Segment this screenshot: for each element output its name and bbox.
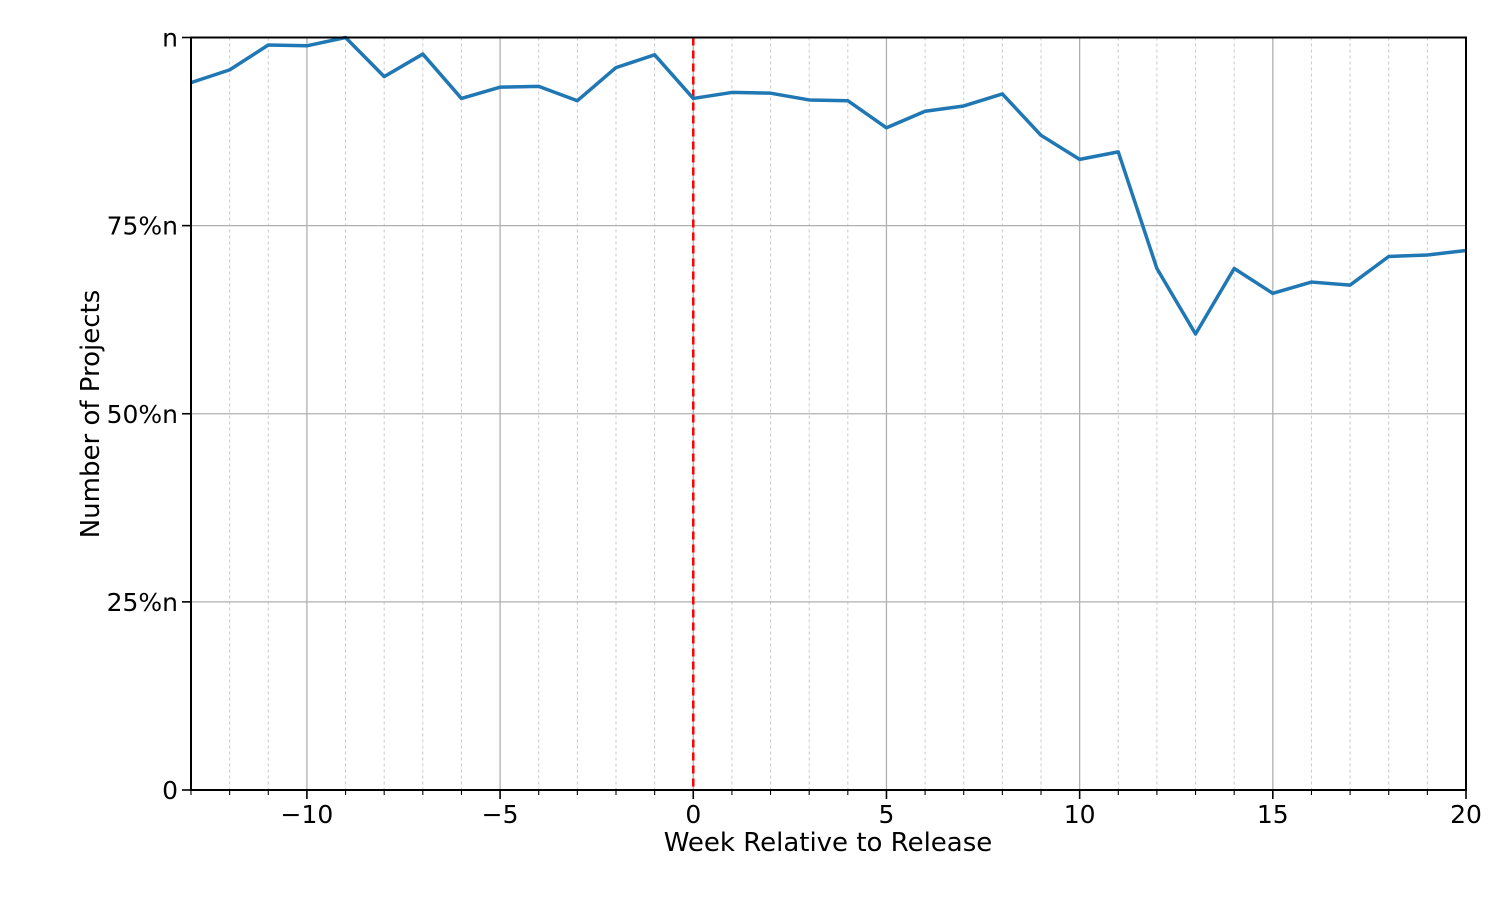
x-tick-label: 0 — [685, 800, 701, 829]
y-axis-label: Number of Projects — [76, 290, 106, 539]
y-tick-label: 0 — [162, 776, 178, 805]
y-tick-label: 75%n — [107, 212, 178, 241]
y-tick-label: n — [162, 24, 178, 53]
data-layer — [190, 35, 1467, 790]
x-tick-label: 10 — [1064, 800, 1096, 829]
series-line-projects — [190, 35, 1467, 336]
y-tick-label: 50%n — [107, 400, 178, 429]
x-tick-label: 15 — [1257, 800, 1289, 829]
x-tick-label: 5 — [879, 800, 895, 829]
x-tick-label: 20 — [1450, 800, 1482, 829]
y-tick-label: 25%n — [107, 588, 178, 617]
x-tick-label: −10 — [281, 800, 334, 829]
x-axis-label: Week Relative to Release — [664, 828, 993, 858]
grid-layer — [191, 37, 1466, 790]
x-tick-label: −5 — [482, 800, 519, 829]
axes-layer: −10 −5 0 5 10 15 20 0 25%n 50%n 75%n n — [107, 24, 1482, 830]
